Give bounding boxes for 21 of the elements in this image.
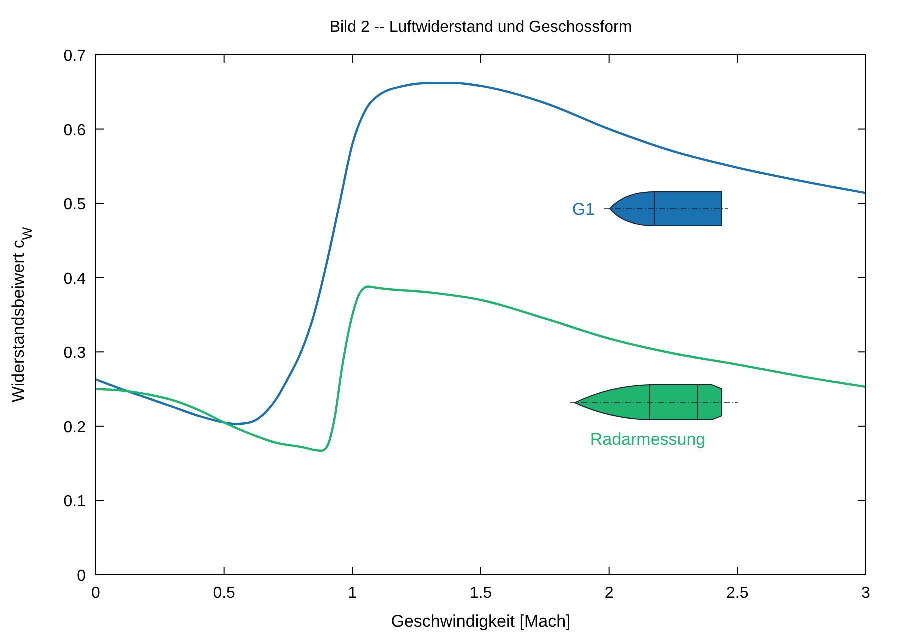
- x-tick-label: 2: [604, 585, 614, 602]
- x-tick-label: 1.5: [470, 585, 492, 602]
- y-tick-label: 0.4: [64, 270, 86, 288]
- x-tick-label: 2.5: [726, 585, 749, 602]
- y-tick-label: 0.5: [64, 196, 86, 214]
- line-series: [94, 286, 868, 452]
- y-tick-label: 0.2: [64, 419, 86, 436]
- x-axis-title: Geschwindigkeit [Mach]: [391, 612, 571, 631]
- y-tick-label: 0.6: [64, 122, 86, 140]
- y-tick-label: 0.7: [64, 48, 86, 65]
- y-tick-label: 0.1: [64, 494, 86, 511]
- text: Radarmessung: [590, 430, 706, 449]
- text: G1: [572, 200, 595, 219]
- x-tick-label: 0: [92, 585, 101, 602]
- y-tick-label: 0.3: [64, 345, 86, 362]
- line-series: [94, 82, 868, 426]
- x-tick-label: 0.5: [213, 585, 236, 602]
- x-tick-label: 1: [348, 585, 358, 602]
- chart-title: Bild 2 -- Luftwiderstand und Geschossform: [330, 19, 632, 36]
- y-tick-label: 0: [77, 568, 86, 585]
- x-tick-label: 3: [862, 585, 871, 602]
